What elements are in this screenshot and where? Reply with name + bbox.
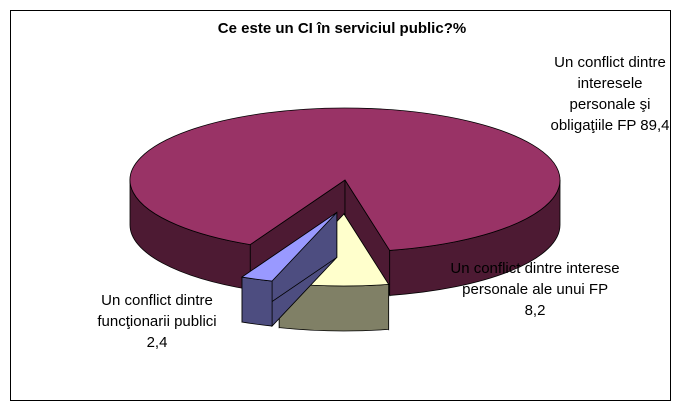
label-category: Un conflict dintre interesele personale … (550, 54, 666, 134)
label-value: 2,4 (146, 334, 168, 351)
label-value: 8,2 (524, 302, 546, 319)
slice-top (129, 107, 561, 251)
pie-slice (240, 211, 338, 328)
data-label: Un conflict dintre interese personale al… (450, 258, 620, 321)
slice-top (240, 212, 338, 282)
chart-title: Ce este un CI în serviciul public?% (217, 20, 467, 37)
label-value: 89,4 (640, 117, 670, 134)
label-category: Un conflict dintre interese personale al… (450, 260, 620, 298)
data-label: Un conflict dintre funcţionarii publici … (92, 290, 222, 353)
slice-side (241, 276, 273, 327)
data-label: Un conflict dintre interesele personale … (548, 52, 672, 136)
label-category: Un conflict dintre funcţionarii publici (97, 292, 217, 330)
